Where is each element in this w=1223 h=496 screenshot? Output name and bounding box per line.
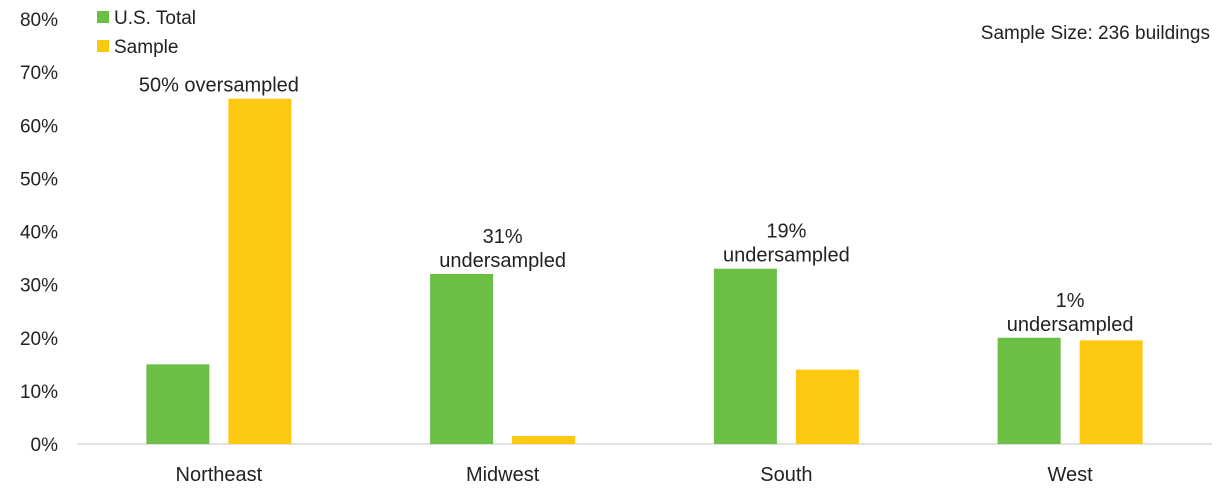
sample-size-note: Sample Size: 236 buildings — [981, 23, 1210, 44]
annotation-midwest: undersampled — [439, 250, 566, 272]
y-tick-label: 50% — [20, 169, 58, 190]
legend-label-us-total: U.S. Total — [114, 8, 196, 29]
bar-south-u-s-total — [713, 268, 777, 444]
y-tick-label: 20% — [20, 329, 58, 350]
y-tick-label: 30% — [20, 276, 58, 297]
y-tick-label: 80% — [20, 10, 58, 31]
annotation-northeast: 50% oversampled — [139, 75, 299, 97]
x-tick-label: Northeast — [176, 464, 263, 486]
x-tick-label: South — [760, 464, 812, 486]
bar-northeast-sample — [228, 98, 292, 444]
y-tick-label: 0% — [31, 435, 59, 456]
legend-swatch-sample — [97, 40, 109, 52]
bar-west-u-s-total — [997, 337, 1061, 444]
legend: U.S. Total Sample — [97, 8, 196, 58]
y-tick-label: 10% — [20, 382, 58, 403]
annotation-west: undersampled — [1007, 314, 1134, 336]
x-tick-label: West — [1048, 464, 1094, 486]
bar-south-sample — [795, 369, 859, 444]
annotation-west: 1% — [1056, 290, 1085, 312]
bar-midwest-sample — [512, 436, 576, 444]
bar-midwest-u-s-total — [430, 274, 494, 444]
legend-swatch-us-total — [97, 11, 109, 23]
y-axis-ticks: 0% 10% 20% 30% 40% 50% 60% 70% 80% — [20, 10, 58, 456]
bar-northeast-u-s-total — [146, 364, 210, 444]
y-tick-label: 70% — [20, 63, 58, 84]
y-tick-label: 60% — [20, 116, 58, 137]
annotation-south: undersampled — [723, 245, 850, 267]
annotation-midwest: 31% — [483, 226, 523, 248]
bar-west-sample — [1079, 340, 1143, 444]
bars — [146, 98, 1143, 444]
legend-label-sample: Sample — [114, 37, 178, 58]
annotation-south: 19% — [766, 221, 806, 243]
annotations: 50% oversampled31%undersampled19%undersa… — [139, 75, 1134, 336]
x-tick-label: Midwest — [466, 464, 540, 486]
y-tick-label: 40% — [20, 223, 58, 244]
x-axis-categories: Northeast Midwest South West — [176, 464, 1094, 486]
